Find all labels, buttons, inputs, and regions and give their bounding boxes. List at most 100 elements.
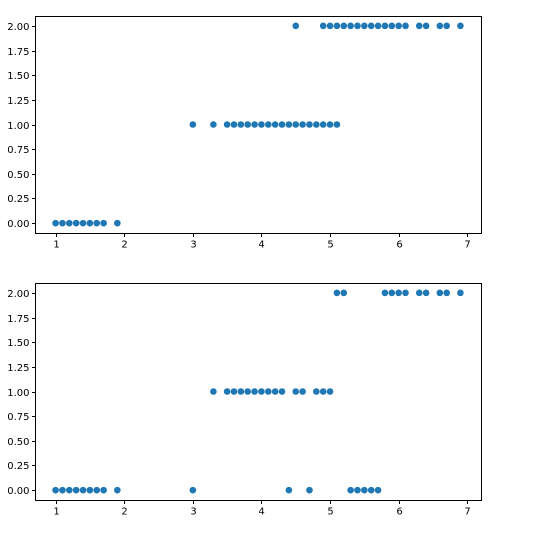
- data-point: [388, 22, 396, 30]
- x-tick-label: 4: [258, 240, 264, 251]
- data-point: [388, 289, 396, 297]
- y-tick-label: 0.50: [7, 170, 29, 181]
- data-point: [86, 486, 94, 494]
- data-point: [114, 486, 121, 494]
- data-point: [374, 22, 382, 30]
- data-point: [237, 121, 245, 128]
- data-point: [361, 486, 368, 494]
- y-tick-label: 2.00: [7, 22, 29, 33]
- data-point: [333, 289, 341, 297]
- y-tick-label: 2.00: [7, 289, 29, 300]
- y-tick-label: 0.75: [7, 412, 29, 423]
- x-tick-label: 6: [396, 240, 402, 251]
- data-point: [59, 219, 66, 227]
- data-point: [354, 22, 361, 30]
- x-tick-label: 2: [121, 240, 127, 251]
- x-tick-label: 1: [53, 240, 59, 251]
- data-point: [422, 289, 430, 297]
- y-tick-label: 0.00: [7, 486, 29, 497]
- x-tick-label: 4: [258, 507, 264, 518]
- data-point: [66, 486, 73, 494]
- data-point: [367, 22, 375, 30]
- data-point: [306, 121, 313, 128]
- data-point: [100, 486, 107, 494]
- data-point: [381, 289, 389, 297]
- data-point: [52, 486, 59, 494]
- y-tick-label: 1.25: [7, 96, 29, 107]
- data-point: [114, 219, 121, 227]
- data-point: [258, 121, 265, 128]
- data-point: [347, 22, 354, 30]
- data-point: [223, 388, 231, 395]
- x-tick-label: 7: [464, 240, 470, 251]
- data-point: [93, 219, 101, 227]
- y-tick-label: 1.75: [7, 47, 29, 58]
- x-tick-label: 3: [190, 507, 196, 518]
- x-tick-label: 5: [327, 507, 333, 518]
- data-point: [436, 289, 444, 297]
- data-point: [189, 486, 197, 494]
- data-point: [278, 388, 286, 395]
- axes-panel-1: 1 2 3 4 5 6 7 0.00 0.25 0.50 0.75 1.00 1.25 1.50 1.75 2…: [7, 16, 482, 251]
- x-tick-label: 6: [396, 507, 402, 518]
- data-point: [237, 388, 245, 395]
- data-point: [319, 388, 327, 395]
- x-tick-label: 3: [190, 240, 196, 251]
- data-point: [271, 121, 279, 128]
- data-point: [244, 121, 252, 128]
- data-point: [319, 121, 327, 128]
- data-point: [381, 22, 389, 30]
- data-point: [86, 219, 94, 227]
- data-point: [264, 388, 272, 395]
- y-tick-label: 1.75: [7, 314, 29, 325]
- data-point: [313, 388, 320, 395]
- data-point: [333, 121, 341, 128]
- x-tick-label: 5: [327, 240, 333, 251]
- data-point: [306, 486, 313, 494]
- data-point: [422, 22, 430, 30]
- data-point: [72, 219, 80, 227]
- data-point: [100, 219, 107, 227]
- data-point: [299, 388, 306, 395]
- data-point: [354, 486, 361, 494]
- data-point: [278, 121, 286, 128]
- data-point: [402, 289, 409, 297]
- x-tick-label: 1: [53, 507, 59, 518]
- data-point: [299, 121, 306, 128]
- data-point: [52, 219, 59, 227]
- data-point: [402, 22, 409, 30]
- data-point: [223, 121, 231, 128]
- data-point: [264, 121, 272, 128]
- data-point: [457, 289, 464, 297]
- data-point: [66, 219, 73, 227]
- axes-panel-2: 1 2 3 4 5 6 7 0.00 0.25 0.50 0.75 1.00 1.25 1.50 1.75 2…: [7, 283, 482, 518]
- y-tick-label: 1.00: [7, 121, 29, 132]
- data-point: [292, 388, 300, 395]
- data-point: [59, 486, 66, 494]
- data-point: [244, 388, 252, 395]
- data-point: [285, 486, 293, 494]
- x-tick-label: 2: [121, 507, 127, 518]
- data-point: [457, 22, 464, 30]
- data-point: [230, 388, 238, 395]
- data-point: [271, 388, 279, 395]
- data-point: [340, 289, 348, 297]
- y-tick-label: 1.50: [7, 71, 29, 82]
- data-point: [210, 121, 217, 128]
- data-point: [189, 121, 197, 128]
- data-point: [72, 486, 80, 494]
- data-point: [374, 486, 382, 494]
- data-point: [395, 22, 402, 30]
- y-tick-label: 0.75: [7, 145, 29, 156]
- data-point: [415, 289, 423, 297]
- data-point: [210, 388, 217, 395]
- y-tick-label: 1.25: [7, 363, 29, 374]
- data-point: [415, 22, 423, 30]
- data-point: [367, 486, 375, 494]
- data-point: [347, 486, 354, 494]
- data-point: [326, 121, 334, 128]
- data-point: [258, 388, 265, 395]
- data-point: [292, 121, 300, 128]
- data-point: [326, 22, 334, 30]
